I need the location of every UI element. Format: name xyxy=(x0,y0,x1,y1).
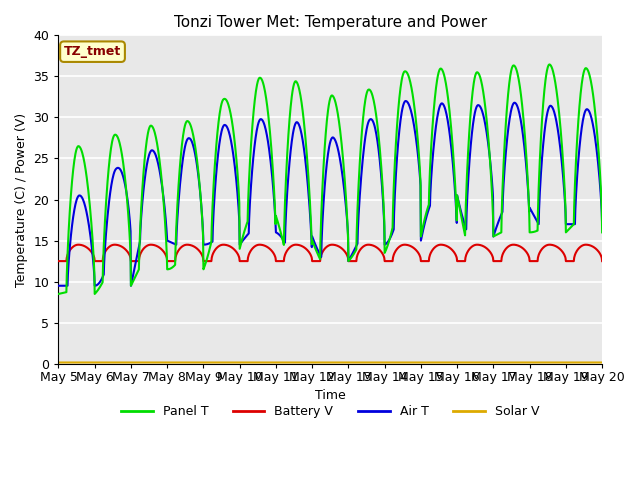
Battery V xyxy=(414,250,422,255)
Panel T xyxy=(503,105,511,110)
Battery V xyxy=(550,242,558,248)
Panel T xyxy=(598,229,606,235)
Panel T xyxy=(54,291,62,297)
Solar V xyxy=(503,360,511,365)
Y-axis label: Temperature (C) / Power (V): Temperature (C) / Power (V) xyxy=(15,112,28,287)
Solar V xyxy=(413,360,421,365)
Battery V xyxy=(175,247,183,253)
Battery V xyxy=(598,258,606,264)
Air T xyxy=(268,173,276,179)
Solar V xyxy=(268,360,276,365)
Line: Air T: Air T xyxy=(58,101,602,286)
Panel T xyxy=(268,152,276,157)
Air T xyxy=(598,221,606,227)
Panel T xyxy=(546,61,554,67)
Air T xyxy=(402,98,410,104)
Line: Battery V: Battery V xyxy=(58,245,602,261)
Air T xyxy=(550,110,558,116)
Panel T xyxy=(413,134,421,140)
Solar V xyxy=(175,360,182,365)
Air T xyxy=(415,155,422,161)
Solar V xyxy=(550,360,557,365)
Text: TZ_tmet: TZ_tmet xyxy=(64,45,121,58)
Air T xyxy=(54,283,62,288)
Legend: Panel T, Battery V, Air T, Solar V: Panel T, Battery V, Air T, Solar V xyxy=(116,400,544,423)
Battery V xyxy=(268,249,276,254)
Panel T xyxy=(175,183,182,189)
Air T xyxy=(282,225,289,231)
Panel T xyxy=(550,73,558,79)
Air T xyxy=(175,194,183,200)
Solar V xyxy=(54,360,62,365)
Solar V xyxy=(281,360,289,365)
Line: Panel T: Panel T xyxy=(58,64,602,294)
Battery V xyxy=(54,258,62,264)
X-axis label: Time: Time xyxy=(315,389,346,402)
Panel T xyxy=(281,200,289,205)
Air T xyxy=(504,131,511,136)
Battery V xyxy=(282,251,289,257)
Air T xyxy=(56,283,63,288)
Battery V xyxy=(75,242,83,248)
Battery V xyxy=(504,244,511,250)
Title: Tonzi Tower Met: Temperature and Power: Tonzi Tower Met: Temperature and Power xyxy=(173,15,487,30)
Solar V xyxy=(598,360,606,365)
